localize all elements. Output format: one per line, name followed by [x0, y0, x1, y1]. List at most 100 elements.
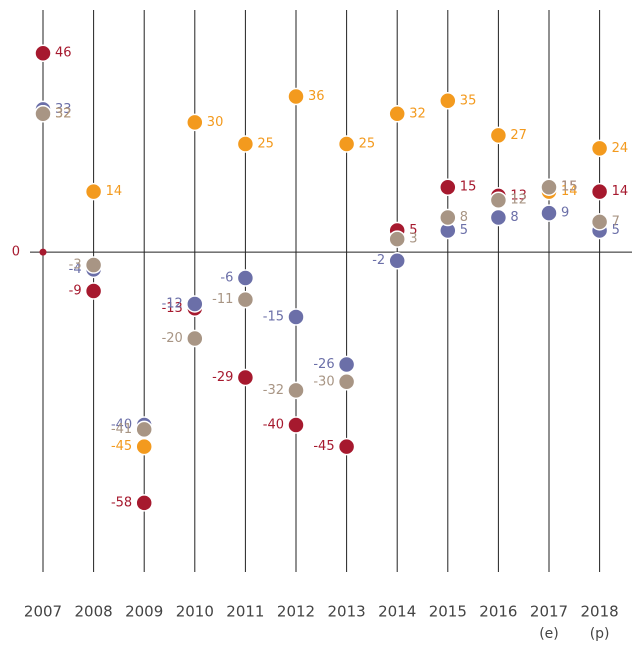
dot [287, 87, 305, 106]
x-tick-label: 2010 [176, 603, 214, 621]
data-label: 5 [409, 223, 417, 238]
dot [337, 355, 356, 374]
data-label: 7 [612, 214, 620, 229]
data-label: 24 [612, 141, 629, 156]
dot [236, 269, 255, 287]
data-label: -40 [263, 418, 284, 433]
dot [540, 178, 558, 196]
data-label: 32 [55, 106, 72, 121]
dot [186, 295, 204, 313]
x-tick-label: 2014 [378, 603, 416, 621]
data-label: 36 [308, 89, 325, 104]
data-label: 32 [55, 106, 72, 121]
dot [84, 256, 103, 274]
data-label: 14 [561, 184, 578, 199]
dot [590, 213, 609, 231]
dot [337, 437, 356, 456]
data-label: 14 [612, 184, 629, 199]
dot [287, 381, 305, 400]
dot [34, 44, 52, 62]
data-label: 15 [561, 180, 578, 195]
x-tick-label: 2013 [328, 603, 366, 621]
dot [388, 230, 406, 248]
data-label: 32 [409, 106, 426, 121]
dot [135, 420, 153, 439]
data-label: -41 [111, 422, 132, 437]
data-label: 5 [460, 223, 468, 238]
dot [135, 437, 153, 456]
x-tick-label: 2016 [479, 603, 517, 621]
data-label: -40 [111, 418, 132, 433]
data-label: -26 [313, 357, 334, 372]
data-label: 25 [257, 137, 274, 152]
dot [236, 368, 255, 387]
dot [287, 416, 305, 434]
data-label: 25 [359, 137, 376, 152]
data-label: -3 [69, 258, 82, 273]
data-label: -12 [162, 296, 183, 311]
data-label: -4 [69, 262, 82, 277]
x-tick-label: 2008 [75, 603, 113, 621]
x-tick-label: 2018 [581, 603, 619, 621]
data-label: -11 [212, 292, 233, 307]
data-label: -45 [111, 439, 132, 454]
data-label: -20 [162, 331, 183, 346]
dot [388, 105, 406, 123]
data-label: -32 [263, 383, 284, 398]
data-label: -58 [111, 495, 132, 510]
data-label: -15 [263, 309, 284, 324]
x-tick-label: 2017 [530, 603, 568, 621]
dot [186, 329, 204, 348]
x-tick-label: 2012 [277, 603, 315, 621]
dot [489, 126, 508, 145]
data-label: 30 [207, 115, 224, 130]
x-tick-note: (p) [590, 626, 610, 642]
dot [590, 182, 609, 201]
data-label: -30 [313, 374, 334, 389]
data-label: -29 [212, 370, 233, 385]
dot [186, 113, 204, 132]
dot [84, 282, 103, 300]
dot [489, 191, 508, 209]
dot [439, 178, 457, 196]
dot [84, 182, 103, 201]
x-tick-label: 2007 [24, 603, 62, 621]
dot [439, 92, 457, 110]
data-label: 15 [561, 180, 578, 195]
zero-marker [39, 248, 47, 256]
dot [287, 308, 305, 326]
data-label: 12 [510, 193, 527, 208]
dot [236, 290, 255, 309]
dot [135, 494, 153, 512]
y-tick-label: 0 [12, 245, 20, 260]
data-label: -6 [220, 271, 233, 286]
data-label: 27 [510, 128, 527, 143]
data-label: 8 [510, 210, 518, 225]
data-label: 13 [510, 188, 527, 203]
dot [590, 139, 609, 158]
x-tick-label: 2011 [226, 603, 264, 621]
x-tick-label: 2015 [429, 603, 467, 621]
data-label: -9 [69, 284, 82, 299]
data-label: -45 [313, 439, 334, 454]
data-label: 35 [460, 93, 477, 108]
data-label: -13 [162, 301, 183, 316]
dot [388, 251, 406, 270]
data-label: -2 [372, 253, 385, 268]
data-label: 14 [106, 184, 123, 199]
dot [236, 135, 255, 153]
data-label: 8 [460, 210, 468, 225]
data-label: 46 [55, 46, 72, 61]
data-label: 9 [561, 206, 569, 221]
dot [337, 135, 356, 153]
data-label: 3 [409, 232, 417, 247]
dot [439, 208, 457, 227]
data-label: 15 [460, 180, 477, 195]
dot [540, 204, 558, 222]
x-tick-label: 2009 [125, 603, 163, 621]
dot [337, 373, 356, 391]
dot [489, 208, 508, 227]
dot [34, 105, 52, 123]
x-tick-note: (e) [539, 626, 559, 642]
